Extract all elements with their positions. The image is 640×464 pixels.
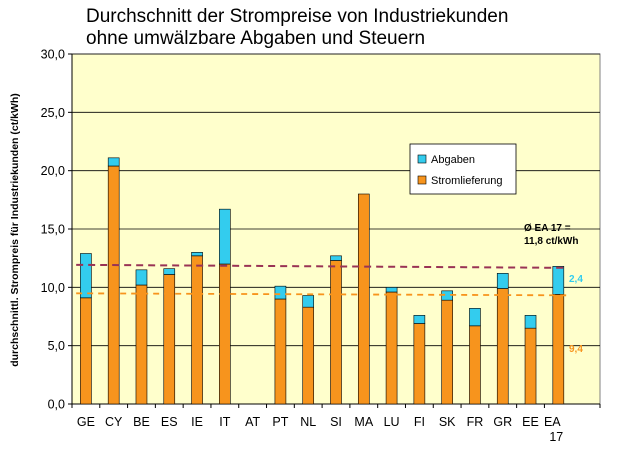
bar-stromlieferung bbox=[357, 193, 370, 405]
bar-stromlieferung bbox=[135, 284, 148, 405]
x-tick-label: LU bbox=[384, 415, 400, 429]
bar-stromlieferung bbox=[441, 299, 453, 405]
bar-stromlieferung bbox=[330, 260, 342, 405]
bar-abgaben bbox=[385, 287, 398, 293]
stromlieferung-average-label: 9,4 bbox=[569, 344, 583, 355]
bar-abgaben bbox=[302, 295, 315, 308]
bar-abgaben bbox=[80, 253, 92, 299]
legend-swatch-stromlieferung bbox=[417, 175, 427, 185]
x-tick-label: SI bbox=[330, 415, 342, 429]
bar-abgaben bbox=[469, 308, 481, 327]
bar-stromlieferung bbox=[413, 323, 426, 405]
average-label-line-1: Ø EA 17 = bbox=[524, 223, 571, 234]
x-tick-label: FI bbox=[414, 415, 425, 429]
x-tick-label: CY bbox=[105, 415, 123, 429]
x-tick-label: PT bbox=[272, 415, 288, 429]
average-line-total bbox=[76, 263, 569, 269]
bar-abgaben bbox=[219, 208, 231, 265]
chart-title: Durchschnitt der Strompreise von Industr… bbox=[86, 6, 508, 50]
x-tick-label: SK bbox=[439, 415, 456, 429]
bar-abgaben bbox=[330, 255, 342, 261]
abgaben-average-label: 2,4 bbox=[569, 274, 583, 285]
x-tick-label: FR bbox=[467, 415, 484, 429]
y-tick-label: 0,0 bbox=[48, 398, 65, 412]
bar-stromlieferung bbox=[191, 255, 203, 405]
bar-stromlieferung bbox=[302, 306, 315, 405]
x-tick-label: GR bbox=[493, 415, 512, 429]
bar-abgaben bbox=[107, 157, 120, 167]
x-tick-label: IE bbox=[191, 415, 203, 429]
y-tick-label: 25,0 bbox=[41, 106, 65, 120]
bar-abgaben bbox=[163, 268, 176, 275]
x-tick-label: EA bbox=[544, 415, 561, 429]
x-tick-label: EE bbox=[522, 415, 539, 429]
bar-abgaben bbox=[413, 315, 426, 324]
bar-stromlieferung bbox=[552, 294, 565, 405]
legend-label-abgaben: Abgaben bbox=[431, 154, 475, 166]
y-tick-label: 15,0 bbox=[41, 223, 65, 237]
bar-stromlieferung bbox=[524, 327, 537, 405]
y-tick-label: 10,0 bbox=[41, 281, 65, 295]
bar-stromlieferung bbox=[496, 288, 509, 405]
legend-swatch-abgaben bbox=[417, 154, 427, 164]
x-tick-label: 17 bbox=[549, 430, 563, 444]
bar-abgaben bbox=[524, 315, 537, 329]
chart-title-line-1: Durchschnitt der Strompreise von Industr… bbox=[86, 6, 509, 27]
legend-box bbox=[409, 143, 517, 195]
bar-abgaben bbox=[191, 252, 203, 257]
x-tick-label: NL bbox=[300, 415, 316, 429]
bar-abgaben bbox=[552, 266, 565, 295]
bar-stromlieferung bbox=[274, 298, 287, 405]
bar-abgaben bbox=[274, 285, 287, 300]
x-tick-label: IT bbox=[219, 415, 230, 429]
chart-title-line-2: ohne umwälzbare Abgaben und Steuern bbox=[86, 28, 426, 49]
bar-stromlieferung bbox=[80, 297, 92, 405]
y-tick-label: 5,0 bbox=[48, 339, 65, 353]
bar-stromlieferung bbox=[469, 325, 481, 405]
x-tick-label: BE bbox=[133, 415, 150, 429]
y-tick-label: 20,0 bbox=[41, 164, 65, 178]
bar-abgaben bbox=[135, 269, 148, 286]
x-tick-label: ES bbox=[161, 415, 178, 429]
x-tick-label: GE bbox=[77, 415, 95, 429]
average-line-stromlieferung bbox=[76, 292, 569, 297]
x-tick-label: MA bbox=[354, 415, 373, 429]
bar-stromlieferung bbox=[107, 165, 120, 405]
x-tick-label: AT bbox=[245, 415, 260, 429]
bar-stromlieferung bbox=[219, 263, 231, 405]
average-label-line-2: 11,8 ct/kWh bbox=[524, 236, 578, 247]
bar-stromlieferung bbox=[385, 291, 398, 405]
bar-abgaben bbox=[496, 273, 509, 289]
y-tick-label: 30,0 bbox=[41, 48, 65, 62]
legend-label-stromlieferung: Stromlieferung bbox=[431, 175, 503, 187]
